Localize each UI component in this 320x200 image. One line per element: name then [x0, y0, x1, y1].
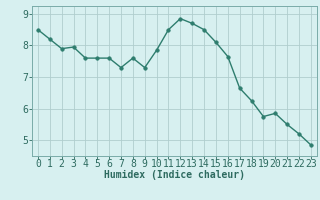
- X-axis label: Humidex (Indice chaleur): Humidex (Indice chaleur): [104, 170, 245, 180]
